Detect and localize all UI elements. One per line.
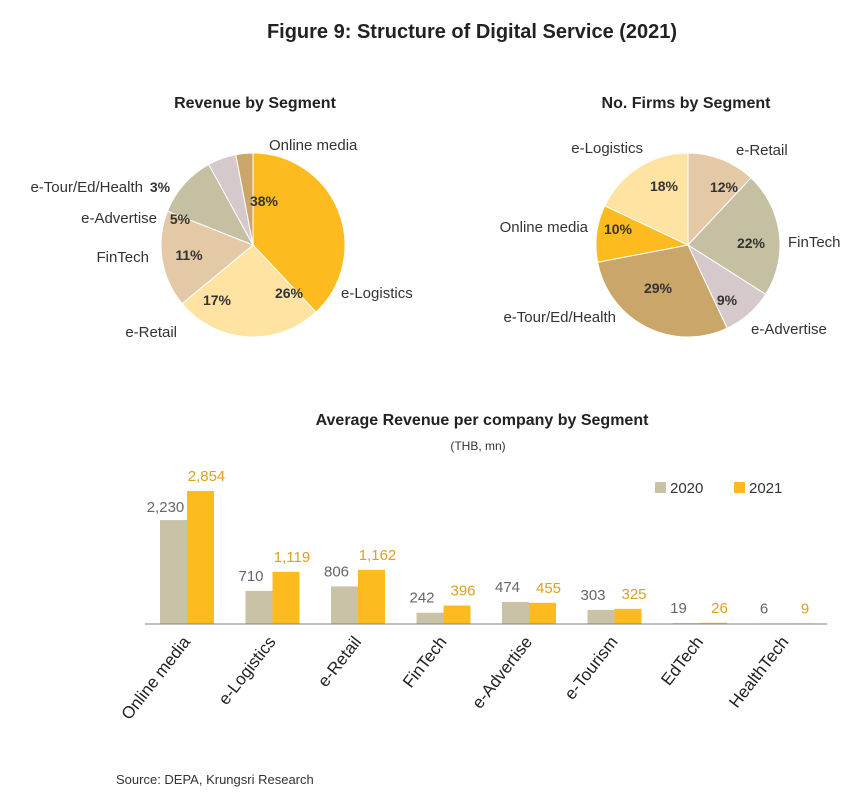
bar-fintech-2020 [416, 612, 444, 624]
pie1-pct-e-retail: 17% [203, 292, 232, 308]
pie1-slice-e-tour-ed-health [235, 152, 254, 246]
pie2-pct-fintech: 22% [737, 235, 766, 251]
bar-e-logistics-2020 [245, 590, 273, 624]
pie2-pct-e-tour-ed-health: 29% [644, 280, 673, 296]
pie1-slice-online-media [252, 152, 346, 313]
pie2-label-fintech: FinTech [788, 234, 841, 251]
bar-label-edtech-2021: 26 [711, 600, 728, 617]
source-note: Source: DEPA, Krungsri Research [116, 772, 314, 787]
pie2-label-e-advertise: e-Advertise [751, 321, 827, 338]
bar-edtech-2021 [700, 622, 727, 624]
revenue-pie-title: Revenue by Segment [174, 95, 337, 112]
bar-e-retail-2020 [331, 586, 358, 624]
bar-label-edtech-2020: 19 [670, 600, 687, 617]
bar-label-healthtech-2021: 9 [801, 600, 809, 617]
figure-title: Figure 9: Structure of Digital Service (… [267, 21, 677, 43]
category-label-e-logistics: e-Logistics [215, 633, 280, 709]
pie1-slice-e-retail [160, 210, 254, 305]
bar-label-e-retail-2020: 806 [324, 563, 349, 580]
avg-revenue-bar-chart: Average Revenue per company by Segment (… [118, 412, 827, 723]
pie2-pct-e-logistics: 18% [650, 178, 679, 194]
bar-e-retail-2021 [358, 569, 385, 624]
bar-chart-subtitle: (THB, mn) [450, 439, 505, 453]
bar-label-online-media-2021: 2,854 [188, 468, 226, 485]
pie1-pct-e-advertise: 5% [170, 211, 191, 227]
legend-label-2021: 2021 [749, 480, 782, 497]
bar-e-logistics-2021 [272, 571, 300, 624]
bar-e-advertise-2020 [502, 601, 529, 624]
legend-swatch-2021 [734, 482, 745, 493]
pie1-pct-e-tour-ed-health: 3% [150, 179, 171, 195]
bar-label-fintech-2020: 242 [409, 590, 434, 607]
firms-pie-title: No. Firms by Segment [602, 95, 772, 112]
pie1-pct-e-logistics: 26% [275, 285, 304, 301]
category-label-e-retail: e-Retail [314, 633, 365, 691]
bar-label-e-tourism-2020: 303 [580, 587, 605, 604]
firms-pie-chart: No. Firms by Segment 12% e-Retail 22% FinTe… [500, 95, 841, 338]
pie2-label-online-media: Online media [500, 219, 589, 236]
bar-chart-title: Average Revenue per company by Segment [316, 412, 650, 429]
bar-label-e-advertise-2020: 474 [495, 579, 520, 596]
pie2-slice-fintech [687, 177, 781, 295]
pie2-pct-online-media: 10% [604, 221, 633, 237]
pie2-label-e-logistics: e-Logistics [571, 140, 643, 157]
pie1-pct-online-media: 38% [250, 193, 279, 209]
pie1-label-e-advertise: e-Advertise [81, 210, 157, 227]
legend: 2020 2021 [655, 480, 782, 497]
pie1-slice-e-logistics [181, 244, 317, 338]
category-label-e-tourism: e-Tourism [561, 633, 622, 704]
bar-e-tourism-2021 [614, 608, 642, 624]
category-label-healthtech: HealthTech [725, 633, 792, 712]
category-label-fintech: FinTech [399, 633, 451, 692]
category-label-edtech: EdTech [657, 633, 707, 689]
pie2-label-e-tour-ed-health: e-Tour/Ed/Health [503, 309, 616, 326]
pie2-slice-e-tour-ed-health [597, 244, 728, 338]
bar-e-tourism-2020 [587, 609, 615, 624]
bar-label-e-logistics-2020: 710 [238, 568, 263, 585]
bar-online-media-2020 [160, 520, 187, 624]
bar-online-media-2021 [187, 491, 214, 624]
bar-label-fintech-2021: 396 [450, 583, 475, 600]
bar-label-healthtech-2020: 6 [760, 600, 768, 617]
pie1-label-e-retail: e-Retail [125, 324, 177, 341]
pie1-label-e-logistics: e-Logistics [341, 285, 413, 302]
bar-label-e-logistics-2021: 1,119 [274, 549, 310, 566]
legend-label-2020: 2020 [670, 480, 703, 497]
bar-fintech-2021 [443, 605, 471, 624]
pie2-slice-e-retail [687, 152, 752, 247]
legend-swatch-2020 [655, 482, 666, 493]
revenue-pie-chart: Revenue by Segment 38% Online media 26% e-L… [30, 95, 412, 341]
pie2-pct-e-retail: 12% [710, 179, 739, 195]
bar-label-e-advertise-2021: 455 [536, 580, 561, 597]
bar-label-e-tourism-2021: 325 [621, 586, 646, 603]
bar-label-online-media-2020: 2,230 [147, 499, 185, 516]
pie2-slice-e-logistics [604, 152, 689, 246]
pie1-label-fintech: FinTech [96, 249, 149, 266]
category-label-online-media: Online media [118, 632, 195, 723]
category-label-e-advertise: e-Advertise [468, 633, 536, 712]
pie1-label-online-media: Online media [269, 137, 358, 154]
pie2-pct-e-advertise: 9% [717, 292, 738, 308]
pie1-pct-fintech: 11% [175, 247, 203, 263]
pie2-label-e-retail: e-Retail [736, 142, 788, 159]
pie1-label-e-tour-ed-health: e-Tour/Ed/Health [30, 179, 143, 196]
bar-e-advertise-2021 [529, 602, 556, 624]
bar-label-e-retail-2021: 1,162 [359, 547, 397, 564]
